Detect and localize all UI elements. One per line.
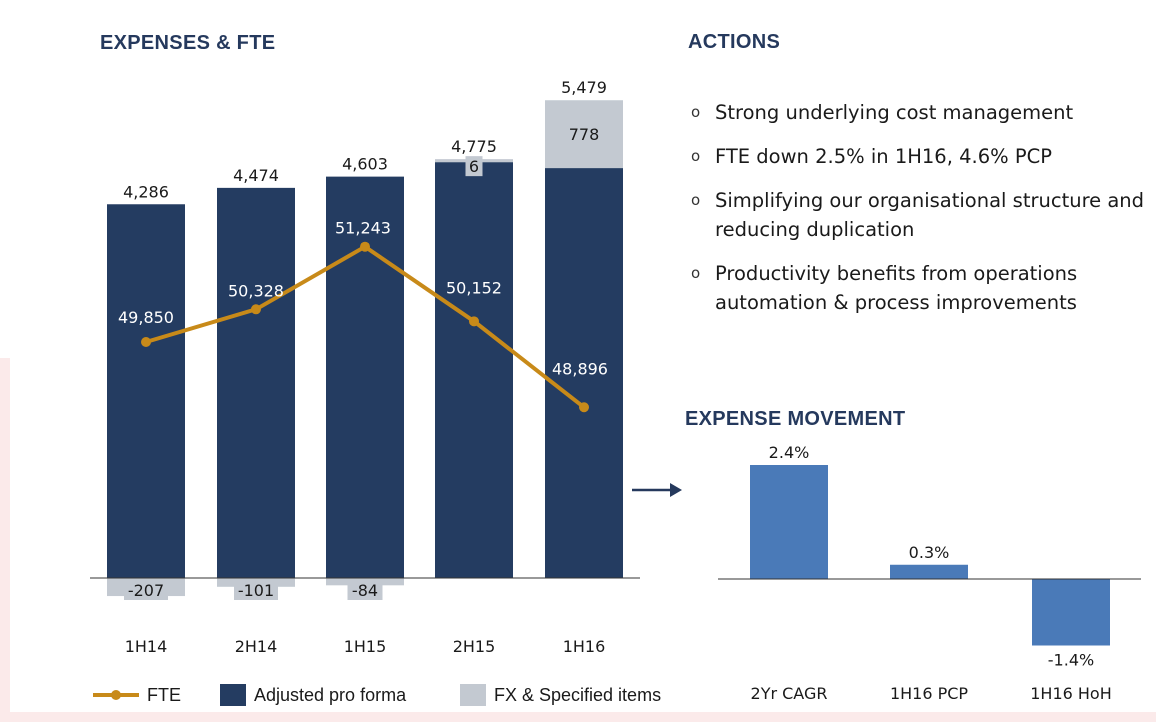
- movement-value-label: 2.4%: [769, 443, 810, 462]
- fte-point: [141, 337, 151, 347]
- fte-value-label: 48,896: [552, 359, 608, 378]
- expenses-fte-title: EXPENSES & FTE: [100, 32, 276, 54]
- total-label: 4,286: [123, 182, 169, 201]
- fx-label-box: [124, 580, 168, 600]
- actions-list: o Strong underlying cost management o FTE …: [690, 98, 1156, 332]
- legend-adjusted-label: Adjusted pro forma: [254, 684, 407, 705]
- fte-value-label: 50,152: [446, 278, 502, 297]
- fte-point: [251, 304, 261, 315]
- actions-title: ACTIONS: [688, 31, 781, 53]
- bullet-icon: o: [691, 191, 701, 209]
- category-label: 1H15: [344, 637, 387, 656]
- fx-swatch: [460, 684, 486, 706]
- movement-value-label: 0.3%: [909, 543, 950, 562]
- fx-value-label: 6: [469, 157, 479, 176]
- legend-fx: FX & Specified items: [460, 681, 661, 709]
- adjusted-bar: [107, 204, 185, 578]
- fte-line-swatch: [93, 690, 139, 700]
- category-label: 2H15: [453, 637, 496, 656]
- total-label: 4,474: [233, 166, 279, 185]
- total-label: 5,479: [561, 78, 607, 97]
- bullet-icon: o: [691, 103, 701, 121]
- fte-value-label: 49,850: [118, 308, 174, 327]
- fx-label-box: [347, 580, 383, 600]
- category-label: 1H14: [125, 637, 168, 656]
- expense-movement-title: EXPENSE MOVEMENT: [685, 408, 906, 430]
- category-label: 2H14: [235, 637, 278, 656]
- fte-point: [579, 402, 589, 413]
- total-label: 4,775: [451, 137, 497, 156]
- fx-label-box: [465, 156, 483, 177]
- action-item: o Simplifying our organisational structur…: [690, 186, 1156, 244]
- page-edge-tint-bottom: [0, 712, 1156, 722]
- adjusted-swatch: [220, 684, 246, 706]
- bullet-icon: o: [691, 264, 701, 282]
- movement-bar: [890, 564, 968, 579]
- fx-specified-bar: [545, 100, 623, 169]
- legend-fte-label: FTE: [147, 684, 181, 705]
- legend-fte: FTE: [93, 681, 181, 709]
- expenses-fte-chart: 4,286 -207 1H14 4,474 -101 2H14 4,603 -84 1H15 4,…: [90, 78, 640, 656]
- movement-bar: [1032, 579, 1110, 646]
- fx-value-label: -84: [352, 581, 378, 600]
- movement-bar: [750, 465, 828, 579]
- movement-category-label: 1H16 HoH: [1030, 684, 1112, 703]
- action-text: Simplifying our organisational structure…: [715, 189, 1145, 241]
- arrow-right-icon: [632, 483, 682, 497]
- fte-value-label: 51,243: [335, 219, 391, 238]
- movement-value-label: -1.4%: [1048, 651, 1094, 670]
- total-label: 4,603: [342, 155, 388, 174]
- page-edge-tint: [0, 358, 10, 722]
- movement-category-label: 2Yr CAGR: [751, 684, 828, 703]
- action-text: FTE down 2.5% in 1H16, 4.6% PCP: [715, 145, 1052, 168]
- legend-adjusted: Adjusted pro forma: [220, 681, 406, 709]
- bullet-icon: o: [691, 147, 701, 165]
- fte-point: [469, 316, 479, 327]
- adjusted-bar: [217, 187, 295, 579]
- fte-value-label: 50,328: [228, 281, 284, 300]
- fx-label-box: [234, 580, 278, 600]
- category-label: 1H16: [563, 637, 606, 656]
- action-item: o FTE down 2.5% in 1H16, 4.6% PCP: [690, 142, 1156, 171]
- fx-value-label: -207: [128, 581, 164, 600]
- fx-value-label: 778: [569, 125, 600, 144]
- adjusted-bar: [435, 162, 513, 579]
- action-item: o Strong underlying cost management: [690, 98, 1156, 127]
- legend-fx-label: FX & Specified items: [494, 684, 662, 705]
- fx-value-label: -101: [238, 581, 274, 600]
- movement-category-label: 1H16 PCP: [890, 684, 968, 703]
- fte-point: [360, 241, 370, 252]
- action-text: Strong underlying cost management: [715, 101, 1074, 124]
- action-text: Productivity benefits from operations au…: [715, 262, 1078, 314]
- action-item: o Productivity benefits from operations a…: [690, 259, 1156, 317]
- adjusted-bar: [545, 168, 623, 578]
